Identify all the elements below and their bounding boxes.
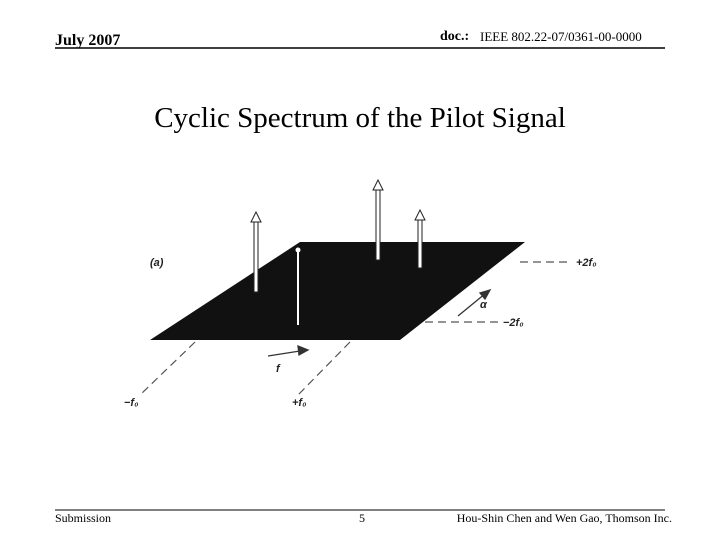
plane xyxy=(150,242,525,340)
doc-number: IEEE 802.22-07/0361-00-0000 xyxy=(480,29,642,44)
footer-left: Submission xyxy=(55,511,111,525)
dashed-lines xyxy=(139,261,572,396)
label-minus-f0: −f₀ xyxy=(124,397,138,409)
axis-arrows xyxy=(267,288,492,357)
footer-right: Hou-Shin Chen and Wen Gao, Thomson Inc. xyxy=(457,511,672,525)
panel-label: (a) xyxy=(150,257,164,269)
doc-label: doc.: xyxy=(440,29,469,44)
header-date: July 2007 xyxy=(55,32,120,49)
label-alpha: α xyxy=(480,299,488,311)
page-number: 5 xyxy=(359,511,365,525)
label-plus-f0: +f₀ xyxy=(292,397,306,409)
label-plus-2f0: +2f₀ xyxy=(576,257,597,269)
spectral-lines xyxy=(250,178,426,325)
slide-title: Cyclic Spectrum of the Pilot Signal xyxy=(154,102,566,134)
label-f: f xyxy=(276,363,281,375)
label-minus-2f0: −2f₀ xyxy=(503,317,524,329)
figure: (a) +2f₀ α −2f₀ f −f₀ +f₀ xyxy=(124,178,597,409)
